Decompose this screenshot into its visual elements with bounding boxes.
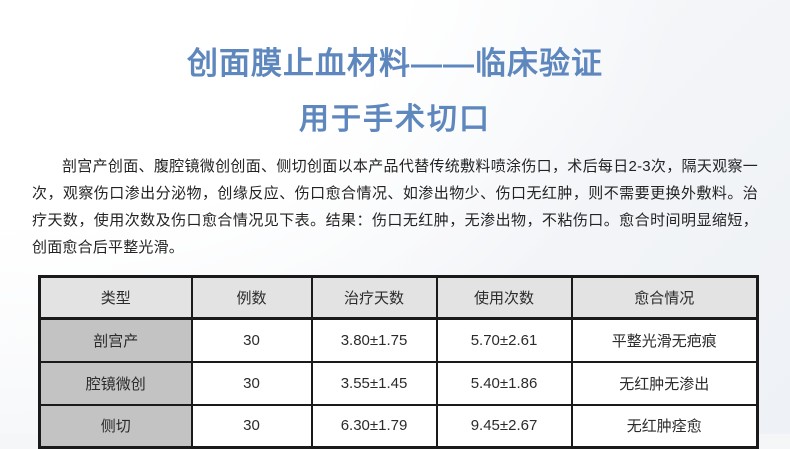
cell-type: 剖宫产 [38,317,193,363]
cell-healing: 无红肿无渗出 [570,360,759,406]
cell-days: 3.80±1.75 [310,317,438,363]
cell-cases: 30 [190,317,313,363]
page-subtitle: 用于手术切口 [299,103,491,136]
cell-cases: 30 [190,403,313,449]
intro-paragraph: 剖宫产创面、腹腔镜微创创面、侧切创面以本产品代替传统敷料喷涂伤口，术后每日2-3… [32,158,758,256]
table-header-row: 类型 例数 治疗天数 使用次数 愈合情况 [38,275,759,320]
cell-days: 6.30±1.79 [310,403,438,449]
table-row: 腔镜微创 30 3.55±1.45 5.40±1.86 无红肿无渗出 [38,360,759,406]
title-block: 创面膜止血材料——临床验证 用于手术切口 [0,0,790,135]
header-type: 类型 [38,275,193,320]
page-title: 创面膜止血材料——临床验证 [187,46,603,81]
header-times: 使用次数 [435,275,573,320]
header-days: 治疗天数 [310,275,438,320]
table-row: 侧切 30 6.30±1.79 9.45±2.67 无红肿痊愈 [38,403,759,449]
cell-type: 侧切 [38,403,193,449]
cell-times: 9.45±2.67 [435,403,573,449]
header-cases: 例数 [190,275,313,320]
cell-cases: 30 [190,360,313,406]
cell-healing: 无红肿痊愈 [570,403,759,449]
clinical-results-table: 类型 例数 治疗天数 使用次数 愈合情况 剖宫产 30 3.80±1.75 5.… [38,275,759,449]
cell-days: 3.55±1.45 [310,360,438,406]
cell-type: 腔镜微创 [38,360,193,406]
cell-times: 5.70±2.61 [435,317,573,363]
header-healing: 愈合情况 [570,275,759,320]
table-row: 剖宫产 30 3.80±1.75 5.70±2.61 平整光滑无疤痕 [38,317,759,363]
cell-times: 5.40±1.86 [435,360,573,406]
cell-healing: 平整光滑无疤痕 [570,317,759,363]
